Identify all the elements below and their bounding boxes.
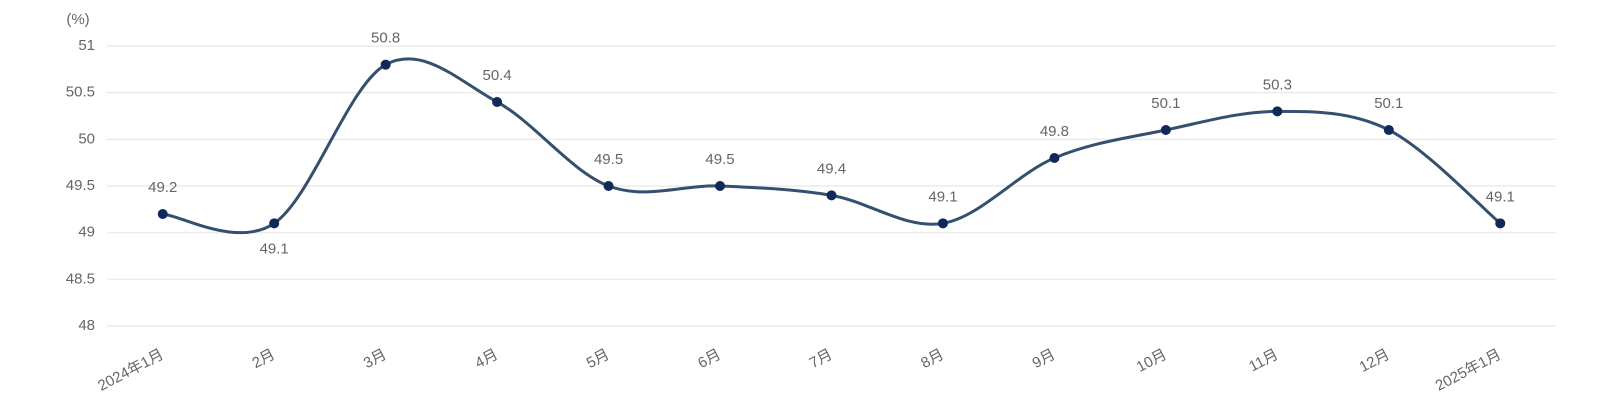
data-point <box>1272 106 1283 117</box>
x-tick-label: 2024年1月 <box>95 346 166 395</box>
x-tick-label: 12月 <box>1357 346 1393 376</box>
x-tick-label: 8月 <box>918 346 947 372</box>
data-label: 50.4 <box>483 67 512 84</box>
x-tick-label: 7月 <box>807 346 836 372</box>
data-point <box>492 97 503 107</box>
data-point <box>937 218 948 229</box>
data-label: 49.1 <box>928 188 957 205</box>
x-tick-label: 6月 <box>695 346 724 372</box>
y-tick-label: 50.5 <box>66 84 95 101</box>
data-label: 49.1 <box>260 240 289 257</box>
x-tick-label: 5月 <box>584 346 613 372</box>
x-tick-label: 11月 <box>1246 346 1281 375</box>
data-point <box>826 190 837 201</box>
data-label: 49.5 <box>594 151 623 168</box>
x-tick-label: 3月 <box>361 346 390 372</box>
data-point <box>380 59 391 70</box>
data-label: 50.1 <box>1151 95 1180 112</box>
data-label: 49.4 <box>817 160 846 177</box>
data-point <box>715 181 726 191</box>
data-point <box>603 181 614 191</box>
x-tick-label: 10月 <box>1134 346 1170 376</box>
data-point <box>157 209 168 219</box>
data-label: 50.3 <box>1263 76 1292 93</box>
data-label: 50.1 <box>1374 95 1403 112</box>
x-tick-label: 2025年1月 <box>1433 346 1504 395</box>
y-tick-label: 51 <box>78 37 95 54</box>
data-label: 49.8 <box>1040 123 1069 140</box>
y-tick-label: 48.5 <box>66 270 95 287</box>
y-tick-label: 49.5 <box>66 177 95 194</box>
x-tick-label: 2月 <box>249 346 278 372</box>
data-label: 49.1 <box>1486 188 1515 205</box>
data-point <box>269 218 280 229</box>
data-point <box>1160 125 1171 135</box>
data-label: 49.5 <box>705 151 734 168</box>
data-point <box>1049 153 1060 163</box>
y-axis-unit: (%) <box>66 11 89 28</box>
y-tick-label: 49 <box>78 224 95 241</box>
data-point <box>1495 218 1506 229</box>
data-label: 50.8 <box>371 30 400 47</box>
x-tick-label: 9月 <box>1030 346 1059 372</box>
data-point <box>1383 125 1394 135</box>
y-tick-label: 48 <box>78 317 95 334</box>
y-tick-label: 50 <box>78 130 95 147</box>
series-line <box>162 57 1502 235</box>
data-label: 49.2 <box>148 179 177 196</box>
x-tick-label: 4月 <box>472 346 501 372</box>
